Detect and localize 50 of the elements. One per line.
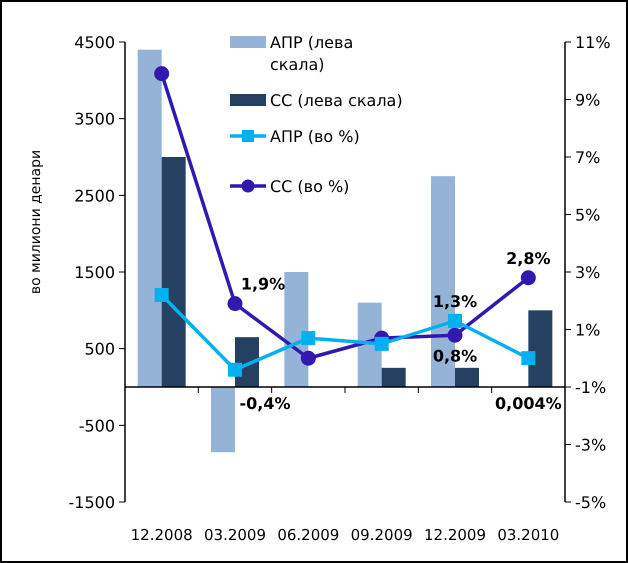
bar <box>382 368 406 387</box>
data-label: 0,004% <box>495 394 562 413</box>
x-tick-label: 03.2010 <box>497 526 560 544</box>
bar <box>138 50 162 387</box>
bar <box>162 157 186 387</box>
y2-tick-label: 7% <box>575 148 600 167</box>
data-label: 1,9% <box>240 274 286 294</box>
y-tick-label: -500 <box>78 416 115 436</box>
point <box>448 314 462 328</box>
y2-tick-label: -1% <box>575 378 606 397</box>
point <box>300 350 316 366</box>
legend-label: АПР (лева скала) <box>270 33 354 74</box>
y2-tick-label: 9% <box>575 90 600 110</box>
point <box>448 328 462 343</box>
bar <box>528 310 552 387</box>
y-tick-label: 2500 <box>74 186 115 206</box>
y-tick-label: 3500 <box>74 110 115 129</box>
point <box>374 336 389 351</box>
point <box>301 331 316 346</box>
data-label: 0,8% <box>432 346 478 366</box>
data-label: -0,4% <box>239 394 291 413</box>
y2-tick-label: -3% <box>575 436 606 454</box>
y2-tick-label: 11% <box>575 33 611 52</box>
y-tick-label: 500 <box>84 340 115 359</box>
y-tick-label: 1500 <box>74 263 115 282</box>
y2-tick-label: 1% <box>575 320 600 340</box>
bar <box>455 368 479 387</box>
x-tick-label: 03.2009 <box>204 526 266 544</box>
y-tick-label: 4500 <box>74 33 115 52</box>
point <box>521 351 536 366</box>
data-label: 1,3% <box>432 292 478 311</box>
y-axis-title: во милиони денари <box>28 150 44 294</box>
data-label: 2,8% <box>506 248 551 268</box>
legend-label: СС (лева скала) <box>270 91 403 110</box>
point <box>154 66 170 82</box>
legend-label: СС (во %) <box>270 177 350 196</box>
point <box>520 270 536 286</box>
y-tick-label: -1500 <box>68 493 115 512</box>
x-tick-label: 09.2009 <box>350 526 413 544</box>
legend-label: АПР (во %) <box>270 127 360 146</box>
x-tick-label: 12.2009 <box>424 526 486 544</box>
y2-tick-label: -5% <box>575 493 606 512</box>
x-tick-label: 06.2009 <box>277 526 340 544</box>
x-tick-label: 12.2008 <box>130 526 193 544</box>
point <box>228 362 242 377</box>
point <box>154 288 169 302</box>
y2-tick-label: 5% <box>575 206 600 224</box>
point <box>228 296 242 312</box>
bar <box>211 387 235 452</box>
y2-tick-label: 3% <box>575 263 600 282</box>
